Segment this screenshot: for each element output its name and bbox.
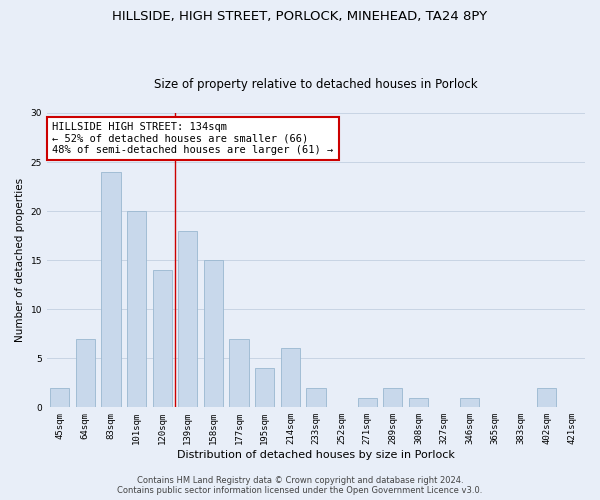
Bar	[460, 398, 479, 407]
Bar	[152, 270, 172, 407]
Bar	[50, 388, 70, 407]
Bar	[178, 230, 197, 408]
Bar	[204, 260, 223, 408]
Bar	[537, 388, 556, 407]
Text: Contains HM Land Registry data © Crown copyright and database right 2024.
Contai: Contains HM Land Registry data © Crown c…	[118, 476, 482, 495]
Bar	[76, 338, 95, 407]
Text: HILLSIDE, HIGH STREET, PORLOCK, MINEHEAD, TA24 8PY: HILLSIDE, HIGH STREET, PORLOCK, MINEHEAD…	[112, 10, 488, 23]
Y-axis label: Number of detached properties: Number of detached properties	[15, 178, 25, 342]
Bar	[101, 172, 121, 408]
Bar	[358, 398, 377, 407]
Bar	[383, 388, 403, 407]
Bar	[281, 348, 300, 408]
X-axis label: Distribution of detached houses by size in Porlock: Distribution of detached houses by size …	[177, 450, 455, 460]
Bar	[229, 338, 248, 407]
Bar	[255, 368, 274, 408]
Text: HILLSIDE HIGH STREET: 134sqm
← 52% of detached houses are smaller (66)
48% of se: HILLSIDE HIGH STREET: 134sqm ← 52% of de…	[52, 122, 334, 155]
Bar	[409, 398, 428, 407]
Bar	[307, 388, 326, 407]
Title: Size of property relative to detached houses in Porlock: Size of property relative to detached ho…	[154, 78, 478, 91]
Bar	[127, 211, 146, 408]
